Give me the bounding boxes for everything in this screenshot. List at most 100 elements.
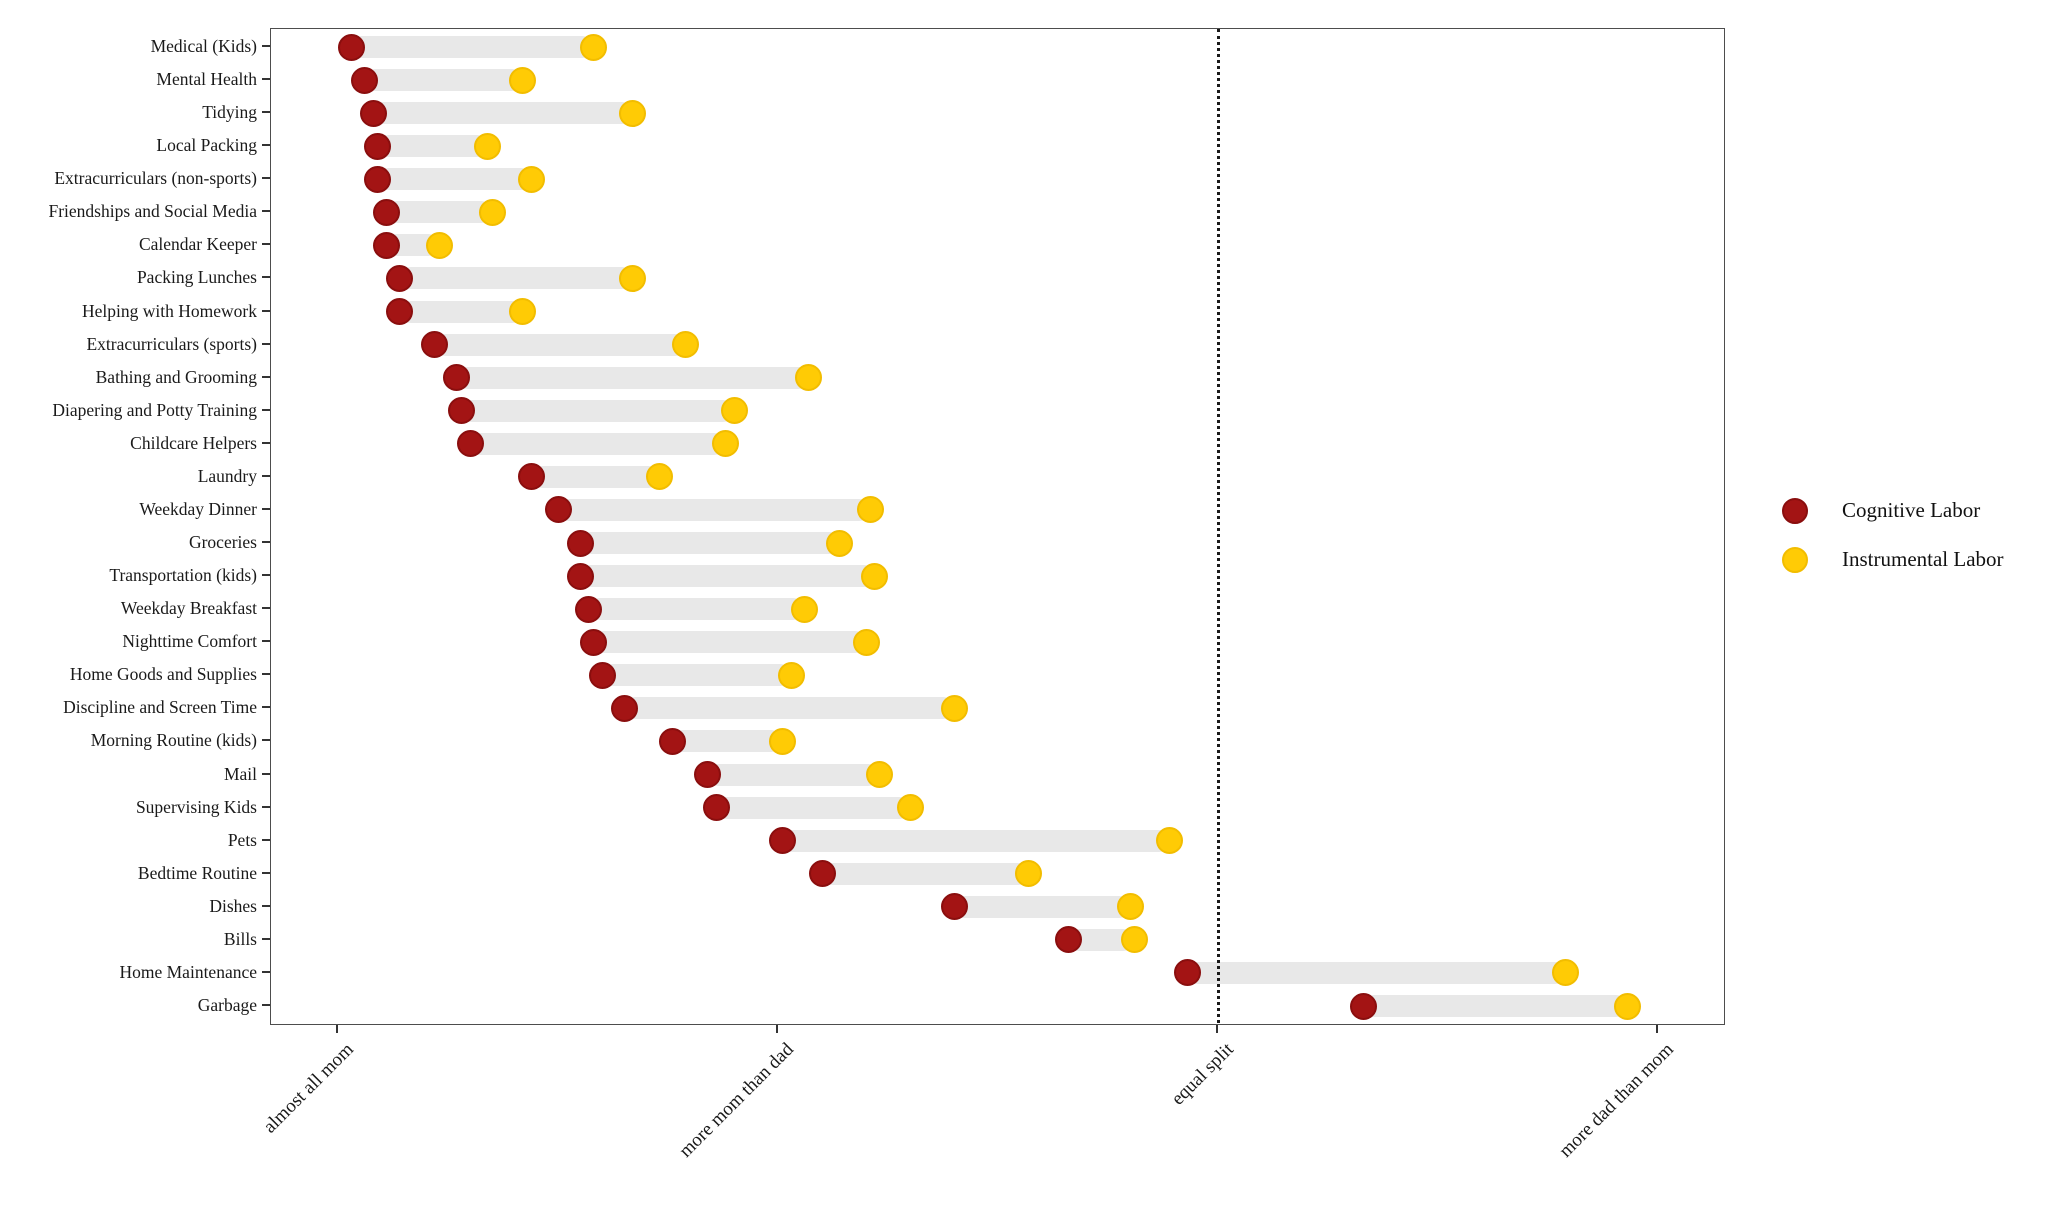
cognitive-labor-dot xyxy=(702,794,730,822)
connector-bar xyxy=(434,333,686,356)
instrumental-labor-dot xyxy=(1552,959,1580,987)
legend-item-instrumental: Instrumental Labor xyxy=(1782,535,2004,584)
cognitive-labor-dot xyxy=(372,231,400,259)
y-axis-tick xyxy=(262,706,270,709)
instrumental-labor-dot xyxy=(579,33,607,61)
y-axis-tick xyxy=(262,970,270,973)
instrumental-labor-dot xyxy=(940,694,968,722)
instrumental-labor-swatch-icon xyxy=(1782,546,1808,573)
instrumental-labor-dot xyxy=(720,397,748,425)
connector-bar xyxy=(624,697,954,720)
cognitive-labor-dot xyxy=(808,860,836,888)
y-axis-label: Home Goods and Supplies xyxy=(69,664,257,685)
y-axis-tick xyxy=(262,772,270,775)
cognitive-labor-swatch-icon xyxy=(1782,497,1808,524)
instrumental-labor-dot xyxy=(777,661,805,689)
connector-bar xyxy=(707,763,880,786)
cognitive-labor-dot xyxy=(566,529,594,557)
instrumental-labor-dot xyxy=(896,794,924,822)
cognitive-labor-dot xyxy=(658,727,686,755)
y-axis-tick xyxy=(262,342,270,345)
cognitive-labor-dot xyxy=(544,496,572,524)
cognitive-labor-dot xyxy=(337,33,365,61)
instrumental-labor-dot xyxy=(672,331,700,359)
y-axis-tick xyxy=(262,805,270,808)
connector-bar xyxy=(558,498,871,521)
cognitive-labor-dot xyxy=(768,827,796,855)
y-axis-label: Tidying xyxy=(202,102,257,123)
y-axis-label: Home Maintenance xyxy=(119,961,257,982)
instrumental-labor-dot xyxy=(790,595,818,623)
y-axis-label: Bills xyxy=(223,928,257,949)
cognitive-labor-dot xyxy=(350,66,378,94)
connector-bar xyxy=(716,796,910,819)
instrumental-labor-dot xyxy=(1120,926,1148,954)
y-axis-label: Weekday Breakfast xyxy=(120,598,257,619)
cognitive-labor-dot xyxy=(421,331,449,359)
y-axis-label: Medical (Kids) xyxy=(150,36,257,56)
connector-bar xyxy=(1068,928,1135,951)
instrumental-labor-dot xyxy=(1116,893,1144,921)
instrumental-labor-dot xyxy=(645,463,673,491)
y-axis-label: Morning Routine (kids) xyxy=(90,730,257,751)
instrumental-labor-dot xyxy=(509,298,537,326)
cognitive-labor-dot xyxy=(694,761,722,789)
y-axis-label: Supervising Kids xyxy=(135,796,257,817)
x-axis-tick xyxy=(776,1025,778,1033)
y-axis-label: Extracurriculars (non-sports) xyxy=(54,168,257,189)
instrumental-labor-dot xyxy=(856,496,884,524)
instrumental-labor-dot xyxy=(711,430,739,458)
cognitive-labor-dot xyxy=(1054,926,1082,954)
cognitive-labor-dot xyxy=(386,264,414,292)
legend-label-cognitive: Cognitive Labor xyxy=(1842,498,1981,522)
instrumental-labor-dot xyxy=(1156,827,1184,855)
instrumental-labor-dot xyxy=(795,364,823,392)
y-axis-tick xyxy=(262,144,270,147)
instrumental-labor-dot xyxy=(518,165,546,193)
x-axis-label: more mom than dad xyxy=(675,1039,798,1162)
cognitive-labor-dot xyxy=(588,661,616,689)
x-axis-label: equal split xyxy=(1167,1039,1238,1110)
y-axis-label: Mail xyxy=(223,763,257,784)
instrumental-labor-dot xyxy=(1613,992,1641,1020)
connector-bar xyxy=(377,135,488,158)
x-axis-label: almost all mom xyxy=(259,1039,358,1138)
y-axis-label: Weekday Dinner xyxy=(139,498,257,519)
cognitive-labor-dot xyxy=(610,694,638,722)
x-axis-label: more dad than mom xyxy=(1555,1039,1678,1162)
y-axis-tick xyxy=(262,276,270,279)
instrumental-labor-dot xyxy=(509,66,537,94)
y-axis-tick xyxy=(262,904,270,907)
y-axis-tick xyxy=(262,210,270,213)
legend: Cognitive Labor Instrumental Labor xyxy=(1782,486,2004,584)
connector-bar xyxy=(782,829,1170,852)
instrumental-labor-dot xyxy=(619,99,647,127)
instrumental-labor-dot xyxy=(478,198,506,226)
x-axis-tick xyxy=(1656,1025,1658,1033)
cognitive-labor-dot xyxy=(359,99,387,127)
connector-bar xyxy=(822,862,1029,885)
y-axis-label: Bedtime Routine xyxy=(137,862,257,883)
connector-bar xyxy=(672,730,783,753)
cognitive-labor-dot xyxy=(566,562,594,590)
connector-bar xyxy=(364,69,523,92)
cognitive-labor-dot xyxy=(1349,992,1377,1020)
cognitive-labor-dot xyxy=(518,463,546,491)
y-axis-label: Bathing and Grooming xyxy=(95,366,257,387)
connector-bar xyxy=(351,36,594,58)
instrumental-labor-dot xyxy=(768,727,796,755)
connector-bar xyxy=(588,598,805,621)
y-axis-tick xyxy=(262,45,270,47)
connector-bar xyxy=(399,267,633,290)
connector-bar xyxy=(399,300,523,323)
y-axis-label: Mental Health xyxy=(156,69,257,90)
connector-bar xyxy=(593,631,866,654)
connector-bar xyxy=(373,102,633,125)
y-axis-tick xyxy=(262,474,270,477)
connector-bar xyxy=(954,895,1130,918)
y-axis-tick xyxy=(262,408,270,411)
y-axis-label: Garbage xyxy=(197,995,257,1016)
connector-bar xyxy=(1363,995,1628,1018)
connector-bar xyxy=(1187,961,1566,984)
